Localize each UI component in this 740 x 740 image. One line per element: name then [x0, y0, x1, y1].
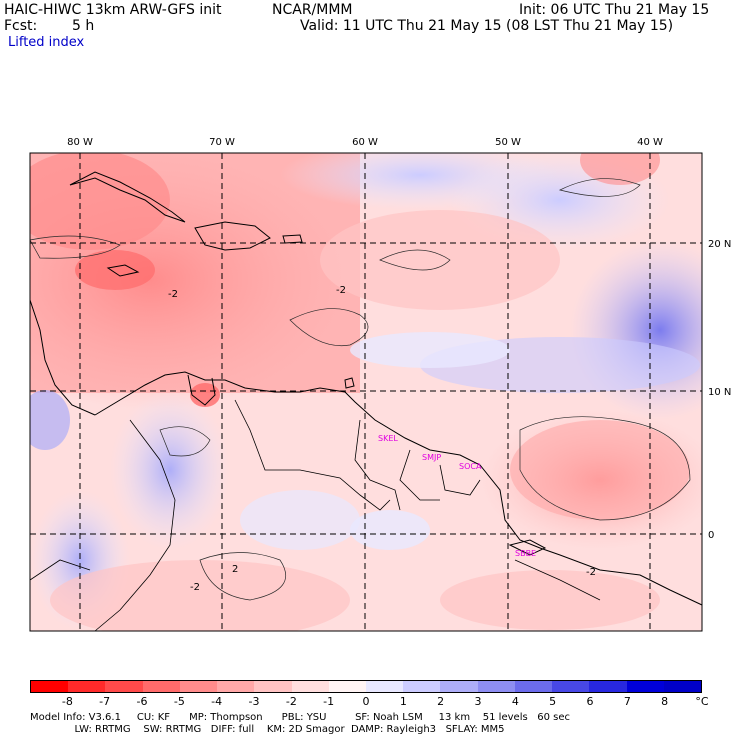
colorbar-unit: °C — [695, 695, 709, 708]
colorbar-swatch — [291, 681, 329, 692]
colorbar-swatch — [403, 681, 441, 692]
colorbar-swatch — [552, 681, 590, 692]
colorbar-tick-label: 6 — [586, 695, 594, 708]
colorbar-tick-label: -7 — [99, 695, 111, 708]
contour-label: 2 — [232, 564, 238, 575]
colorbar-swatch — [626, 681, 664, 692]
colorbar-tick-label: -6 — [136, 695, 148, 708]
valid-time: Valid: 11 UTC Thu 21 May 15 (08 LST Thu … — [300, 18, 674, 34]
contour-label: -2 — [190, 582, 200, 593]
lon-label: 40 W — [637, 137, 663, 148]
contour-label: -2 — [168, 289, 178, 300]
colorbar-tick-label: 7 — [623, 695, 631, 708]
lon-label: 50 W — [495, 137, 521, 148]
field-name: Lifted index — [8, 35, 85, 50]
contour-label: -2 — [586, 567, 596, 578]
colorbar-tick-label: -3 — [248, 695, 260, 708]
lifted-index-map: 80 W 70 W 60 W 50 W 40 W 20 N 10 N 0 -2 … — [29, 137, 731, 632]
colorbar-swatch — [31, 681, 69, 692]
init-time: Init: 06 UTC Thu 21 May 15 — [519, 2, 710, 18]
colorbar-tick-label: 8 — [661, 695, 669, 708]
lon-label: 60 W — [352, 137, 378, 148]
model-title: HAIC-HIWC 13km ARW-GFS init — [4, 2, 222, 18]
colorbar-tick-label: 5 — [549, 695, 557, 708]
coastlines — [29, 171, 703, 632]
colorbar-swatch — [365, 681, 404, 692]
colorbar-swatch — [328, 681, 366, 692]
station-label: SBBE — [515, 549, 536, 558]
model-info-line1: Model Info: V3.6.1 CU: KF MP: Thompson P… — [30, 712, 570, 723]
colorbar-tick-label: -5 — [173, 695, 185, 708]
contours — [29, 178, 691, 601]
colorbar-swatch — [68, 681, 106, 692]
colorbar-tick-label: 1 — [399, 695, 407, 708]
lon-label: 70 W — [209, 137, 235, 148]
colorbar-swatch — [179, 681, 218, 692]
colorbar-tick-label: 3 — [474, 695, 482, 708]
colorbar-tick-label: -2 — [285, 695, 297, 708]
colorbar-tick-label: -8 — [61, 695, 73, 708]
lat-label: 20 N — [708, 239, 731, 250]
colorbar-tick-label: -1 — [323, 695, 335, 708]
lat-label: 0 — [708, 530, 714, 541]
shaded-field — [30, 153, 702, 631]
station-label: SKEL — [378, 434, 398, 443]
graticule — [30, 153, 702, 631]
map-frame — [29, 152, 703, 632]
colorbar-swatch — [663, 681, 701, 692]
colorbar-swatch — [142, 681, 180, 692]
model-info-line2: LW: RRTMG SW: RRTMG DIFF: full KM: 2D Sm… — [30, 724, 505, 735]
colorbar-swatch — [105, 681, 143, 692]
fcst-label: Fcst: — [4, 18, 38, 34]
colorbar-swatch — [217, 681, 255, 692]
colorbar-swatch — [589, 681, 627, 692]
colorbar — [30, 680, 702, 693]
colorbar-labels: -8 -7 -6 -5 -4 -3 -2 -1 0 1 2 3 4 5 6 7 8 — [30, 695, 702, 709]
colorbar-tick-label: -4 — [211, 695, 223, 708]
station-label: SOCA — [459, 462, 482, 471]
colorbar-tick-label: 0 — [362, 695, 370, 708]
colorbar-swatch — [514, 681, 553, 692]
colorbar-tick-label: 4 — [511, 695, 519, 708]
lat-label: 10 N — [708, 387, 731, 398]
station-label: SMJP — [422, 453, 441, 462]
lon-label: 80 W — [67, 137, 93, 148]
center-name: NCAR/MMM — [272, 2, 353, 18]
colorbar-swatch — [254, 681, 292, 692]
colorbar-tick-label: 2 — [437, 695, 445, 708]
colorbar-swatch — [440, 681, 478, 692]
fcst-value: 5 h — [72, 18, 95, 34]
colorbar-swatch — [477, 681, 515, 692]
contour-label: -2 — [336, 285, 346, 296]
